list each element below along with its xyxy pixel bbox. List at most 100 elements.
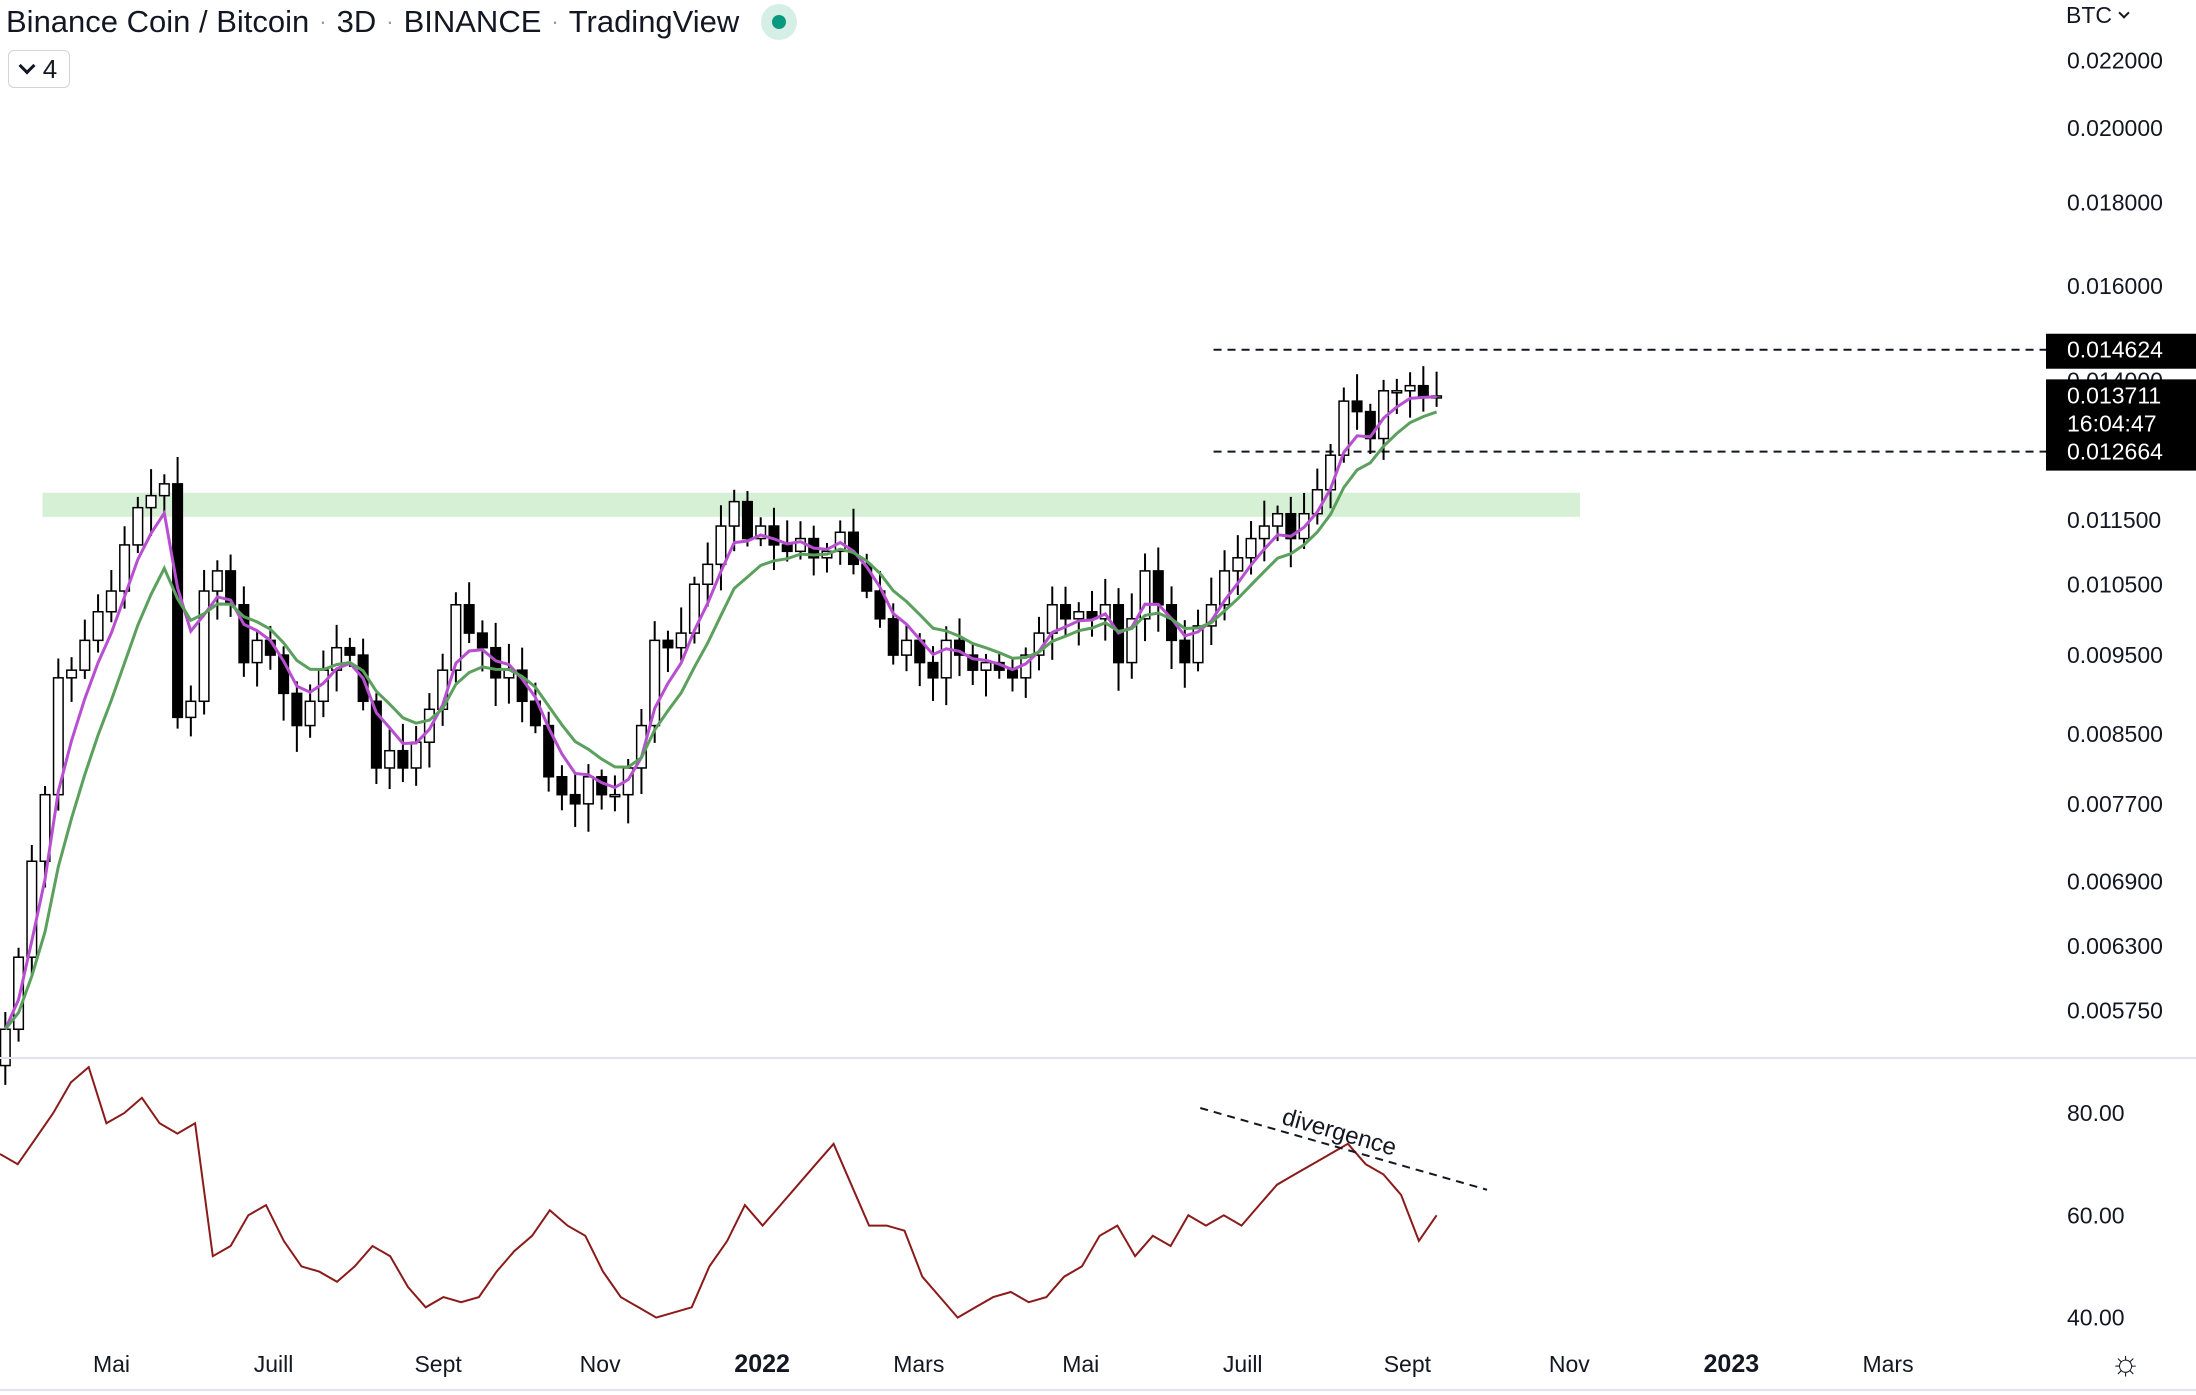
divergence-line xyxy=(1199,1107,1488,1191)
market-open-dot-icon xyxy=(761,4,798,40)
candle-body xyxy=(39,793,51,862)
candle-body xyxy=(119,544,131,592)
candle-body xyxy=(582,776,594,805)
candle-body xyxy=(238,604,250,664)
candle-body xyxy=(463,604,475,634)
candle-body xyxy=(728,500,740,527)
high-line-label-box xyxy=(2046,333,2196,369)
candle-body xyxy=(1126,618,1138,664)
candle-body xyxy=(278,654,290,695)
rsi-oscillator: 80.00 60.00 40.00 divergence xyxy=(0,1065,2125,1331)
last-price-label-box xyxy=(2046,379,2196,444)
price-tick-label: 0.020000 xyxy=(2067,115,2163,141)
axes: 0.0220000.0200000.0180000.0160000.014000… xyxy=(0,48,2196,1391)
header-separator: · xyxy=(319,9,327,34)
indicators-count: 4 xyxy=(42,53,58,84)
rsi-tick-label: 80.00 xyxy=(2067,1100,2125,1126)
candle-body xyxy=(410,741,422,769)
candle-body xyxy=(609,793,621,798)
candle-body xyxy=(953,639,966,656)
candle-body xyxy=(1059,604,1072,620)
candle-body xyxy=(1179,639,1191,664)
candle-body xyxy=(1391,390,1403,394)
candle-body xyxy=(79,639,91,671)
time-axis-label: Juill xyxy=(1223,1351,1263,1377)
candle-body xyxy=(980,661,992,671)
high-line-label-text: 0.014624 xyxy=(2067,337,2163,363)
candle-body xyxy=(1404,384,1416,392)
candle-body xyxy=(529,700,541,727)
currency-label: BTC xyxy=(2066,1,2112,28)
candle-body xyxy=(370,700,382,769)
rsi-tick-label: 60.00 xyxy=(2067,1202,2125,1228)
candle-body xyxy=(1006,669,1019,679)
candle-body xyxy=(92,611,104,642)
time-axis-label: Mars xyxy=(893,1351,944,1377)
time-axis-label: Sept xyxy=(414,1351,462,1377)
candle-body xyxy=(26,860,38,958)
price-tick-label: 0.010500 xyxy=(2067,571,2163,597)
ma-fast-line xyxy=(3,395,1437,1030)
candles xyxy=(0,366,1443,1085)
candle-body xyxy=(211,570,223,592)
candle-body xyxy=(1139,570,1151,620)
candle-body xyxy=(384,749,396,769)
header-separator: · xyxy=(551,9,559,34)
candle-body xyxy=(940,639,952,679)
low-line-label-text: 0.012664 xyxy=(2067,439,2163,465)
header-separator: · xyxy=(386,9,394,34)
candle-body xyxy=(450,604,462,671)
candle-body xyxy=(556,776,568,796)
candle-body xyxy=(397,749,409,769)
currency-selector[interactable]: BTC xyxy=(2066,0,2130,30)
candle-body xyxy=(304,700,316,727)
candle-body xyxy=(1245,537,1257,559)
candle-body xyxy=(967,654,979,671)
exchange-label: BINANCE xyxy=(403,4,542,39)
candle-body xyxy=(1152,570,1164,606)
candle-body xyxy=(66,669,78,679)
source-label: TradingView xyxy=(568,4,740,39)
price-tick-label: 0.018000 xyxy=(2067,190,2163,216)
candle-body xyxy=(1099,604,1111,620)
time-axis-label: Sept xyxy=(1384,1351,1432,1377)
settings-gear-icon[interactable]: ☼ xyxy=(2110,1344,2142,1382)
candle-body xyxy=(1219,570,1231,606)
ma-slow-line xyxy=(4,410,1438,1031)
candle-body xyxy=(715,525,727,566)
indicators-toggle-button[interactable]: 4 xyxy=(8,50,70,88)
last-price-label-text: 0.013711 xyxy=(2067,382,2161,408)
candle-body xyxy=(887,618,899,656)
candle-body xyxy=(874,590,886,620)
candle-body xyxy=(1232,557,1244,572)
candle-body xyxy=(900,639,913,656)
price-tick-label: 0.009500 xyxy=(2067,642,2163,668)
candle-body xyxy=(344,646,356,656)
price-tick-label: 0.005750 xyxy=(2067,998,2163,1024)
chevron-down-icon xyxy=(2118,7,2130,19)
rsi-tick-label: 40.00 xyxy=(2067,1305,2125,1331)
chart-header: Binance Coin / Bitcoin · 3D · BINANCE · … xyxy=(6,2,798,42)
time-axis-label: Nov xyxy=(1549,1351,1590,1377)
symbol-title[interactable]: Binance Coin / Bitcoin xyxy=(6,4,310,39)
rsi-line xyxy=(0,1065,1438,1319)
chevron-down-icon xyxy=(18,57,36,75)
price-tick-label: 0.008500 xyxy=(2067,721,2163,747)
moving-averages xyxy=(3,395,1438,1031)
candle-body xyxy=(1192,625,1204,664)
candle-body xyxy=(132,506,144,546)
time-axis-label: 2022 xyxy=(734,1350,790,1378)
candle-body xyxy=(768,525,780,546)
time-axis-label: 2023 xyxy=(1704,1350,1760,1378)
price-tick-label: 0.007700 xyxy=(2067,791,2163,817)
candle-body xyxy=(741,500,753,540)
time-axis-label: Mai xyxy=(1062,1351,1099,1377)
time-axis-label: Juill xyxy=(254,1351,294,1377)
interval-label[interactable]: 3D xyxy=(336,4,377,39)
candle-body xyxy=(1285,512,1297,540)
candle-body xyxy=(291,692,303,727)
divergence-annotation: divergence xyxy=(1279,1103,1399,1161)
candle-body xyxy=(1046,604,1058,634)
candle-body xyxy=(1073,611,1085,620)
